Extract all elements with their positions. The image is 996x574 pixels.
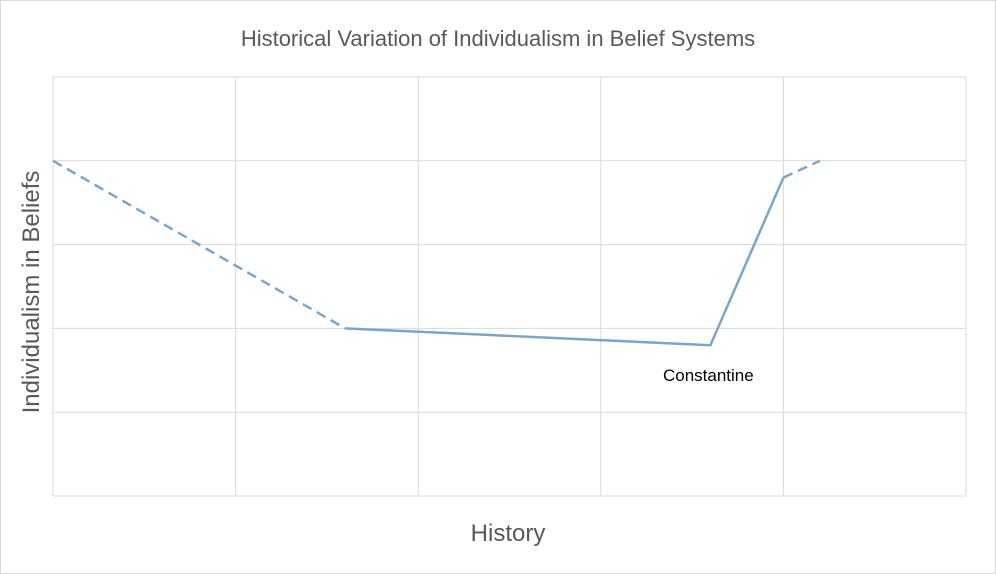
chart-title: Historical Variation of Individualism in… — [240, 26, 756, 51]
gridlines — [52, 76, 967, 497]
solid-series-line-1 — [345, 177, 785, 347]
dashed-series-line-2 — [782, 159, 821, 179]
dashed-series-line-0 — [52, 159, 346, 330]
series-lines — [52, 159, 821, 347]
x-axis-label: History — [470, 520, 546, 547]
annotation-label: Constantine — [663, 366, 754, 385]
annotations: Constantine — [663, 366, 754, 385]
y-axis-label: Individualism in Beliefs — [18, 170, 45, 414]
